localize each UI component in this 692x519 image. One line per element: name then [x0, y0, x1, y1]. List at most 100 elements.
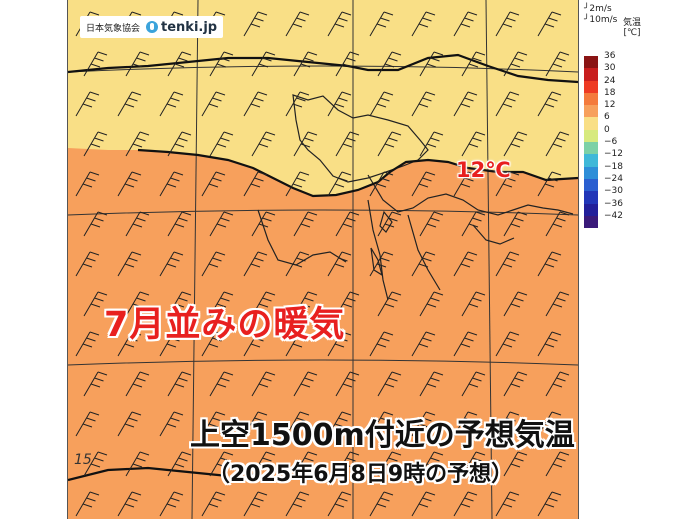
wind-barb	[335, 291, 360, 317]
wind-barb	[75, 171, 100, 197]
wind-barb	[369, 491, 394, 517]
wind-barb	[411, 11, 436, 37]
wind-barb	[377, 451, 402, 477]
wind-barb	[117, 491, 142, 517]
wind-barb	[545, 211, 570, 237]
wind-barb	[537, 171, 562, 197]
wind-barb	[377, 291, 402, 317]
color-bar-segment	[584, 105, 598, 118]
wind-barb	[411, 491, 436, 517]
wind-barb	[83, 371, 108, 397]
wind-barb	[503, 51, 528, 77]
wind-barb	[335, 451, 360, 477]
color-bar-segment	[584, 166, 598, 179]
tenki-logo-icon	[146, 21, 159, 33]
wind-barb	[167, 131, 192, 157]
wind-barb	[159, 491, 184, 517]
wind-barb	[251, 371, 276, 397]
wind-barb	[327, 171, 352, 197]
wind-barb	[125, 211, 150, 237]
tenki-logo: tenki.jp	[146, 20, 217, 35]
wind-barb	[167, 51, 192, 77]
wind-barb	[285, 11, 310, 37]
wind-barb	[335, 211, 360, 237]
wind-barb	[327, 11, 352, 37]
wind-barb	[503, 451, 528, 477]
wind-barb	[285, 331, 310, 357]
lower-contour-label: 15	[74, 452, 92, 468]
wind-barb	[461, 451, 486, 477]
wind-barb	[419, 451, 444, 477]
isotherms	[68, 53, 578, 482]
wind-barb	[453, 91, 478, 117]
wind-barb	[327, 331, 352, 357]
wind-barb	[461, 291, 486, 317]
wind-barb	[537, 331, 562, 357]
wind-barb	[335, 131, 360, 157]
wind-barb	[369, 171, 394, 197]
temperature-map-svg	[68, 0, 578, 519]
wind-barb	[159, 171, 184, 197]
wind-large-barb-icon: ╯	[584, 15, 590, 25]
wind-barb	[243, 331, 268, 357]
wind-barb	[201, 491, 226, 517]
wind-barb	[83, 291, 108, 317]
weather-map	[67, 0, 579, 519]
wind-barb	[243, 91, 268, 117]
wind-barb	[495, 491, 520, 517]
wind-barb	[125, 291, 150, 317]
wind-barb	[243, 251, 268, 277]
wind-barb	[201, 411, 226, 437]
wind-barb	[167, 291, 192, 317]
wind-barb	[293, 451, 318, 477]
wind-barb	[201, 251, 226, 277]
color-bar	[584, 56, 598, 229]
logo-bar: 日本気象協会 tenki.jp	[80, 16, 224, 38]
wind-barb	[159, 331, 184, 357]
wind-barb	[419, 371, 444, 397]
wind-barb	[209, 451, 234, 477]
wind-barb	[209, 131, 234, 157]
wind-barb	[419, 51, 444, 77]
warm-air-label: 7月並みの暖気	[104, 305, 346, 345]
wind-barb	[75, 411, 100, 437]
wind-barb	[335, 51, 360, 77]
color-bar-tick: 30	[604, 63, 616, 74]
wind-barb	[419, 131, 444, 157]
legend-title-text: 気温	[623, 18, 642, 28]
wind-barb	[125, 51, 150, 77]
wind-barb	[125, 371, 150, 397]
cold-region	[68, 0, 578, 196]
wind-barb	[293, 51, 318, 77]
wind-barb	[285, 491, 310, 517]
wind-barb	[209, 211, 234, 237]
wind-barb	[251, 51, 276, 77]
wind-barb	[453, 171, 478, 197]
wind-barb	[327, 91, 352, 117]
wind-barb	[159, 411, 184, 437]
color-bar-tick: −6	[604, 137, 618, 148]
color-bar-segment	[584, 92, 598, 106]
wind-barb	[83, 51, 108, 77]
wind-barb	[411, 331, 436, 357]
wind-barb	[75, 491, 100, 517]
wind-barb	[453, 251, 478, 277]
color-bar-ticks: 36 30 24 18 12 6 0 −6 −12 −18 −24 −30 −36 −42	[604, 50, 623, 222]
wind-barb	[453, 11, 478, 37]
color-bar-segment	[584, 80, 598, 93]
color-bar-segment	[584, 154, 598, 167]
color-bar-tick: 0	[604, 124, 610, 135]
wind-barb	[411, 411, 436, 437]
wind-barb	[243, 171, 268, 197]
wind-barb	[83, 131, 108, 157]
wind-barb	[327, 491, 352, 517]
wind-barb	[159, 251, 184, 277]
wind-barb	[293, 291, 318, 317]
wind-barb	[167, 211, 192, 237]
wind-barb	[201, 171, 226, 197]
wind-barb	[369, 411, 394, 437]
wind-barb	[75, 251, 100, 277]
isotherm-label: 12℃	[456, 158, 511, 182]
wind-barb	[503, 291, 528, 317]
wind-barb	[201, 331, 226, 357]
